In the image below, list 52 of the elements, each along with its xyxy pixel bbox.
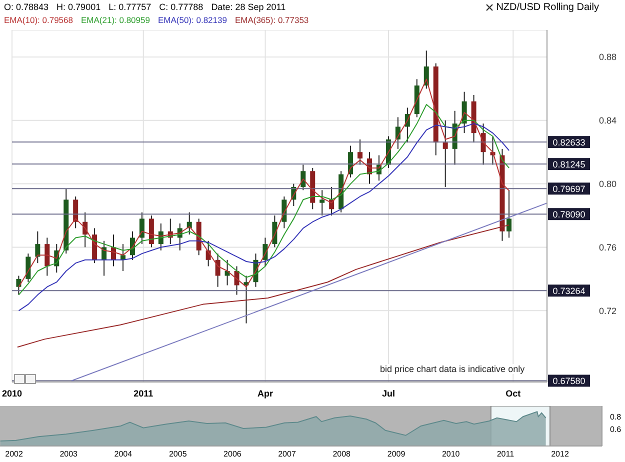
- y-tick-label: 0.8: [610, 412, 622, 422]
- text: Date: 28 Sep 2011: [211, 2, 286, 12]
- annotation: bid price chart data is indicative only: [380, 364, 525, 374]
- x-tick-label: 2002: [5, 450, 24, 459]
- x-tick-label: Jul: [382, 388, 396, 398]
- x-tick-label: 2011: [134, 388, 154, 398]
- x-tick-label: 2003: [60, 450, 78, 459]
- candlestick: [35, 230, 40, 264]
- text: EMA(21): 0.80959: [80, 15, 150, 25]
- x-tick-label: 2010: [442, 450, 460, 459]
- chart-title: NZD/USD Rolling Daily: [496, 2, 599, 13]
- y-tick-label: 0.76: [599, 242, 617, 252]
- candlestick: [139, 212, 144, 245]
- y-tick-label: 0.80: [599, 178, 617, 189]
- x-tick-label: Apr: [258, 388, 274, 398]
- x-tick-label: 2005: [168, 450, 188, 459]
- x-tick-label: Oct: [506, 388, 521, 398]
- x-tick-label: 2006: [224, 450, 242, 459]
- x-tick-label: 2004: [114, 450, 133, 459]
- candlestick: [320, 190, 325, 216]
- y-tick-label: 0.84: [599, 116, 617, 126]
- ref-line-label: 0.78090: [552, 210, 586, 220]
- candlestick: [44, 237, 50, 276]
- text: EMA(365): 0.77353: [234, 15, 309, 25]
- x-tick-label: 2012: [551, 450, 570, 459]
- candlestick: [506, 190, 512, 238]
- candlestick: [73, 196, 78, 229]
- y-tick-label: 0.72: [599, 306, 617, 316]
- ref-line-label: 0.73264: [552, 286, 586, 296]
- candlestick: [215, 253, 220, 288]
- candlestick: [358, 138, 363, 166]
- text: EMA(10): 0.79568: [4, 15, 73, 25]
- ref-line-label: 0.67580: [552, 376, 586, 386]
- y-tick-label: 0.88: [599, 52, 617, 62]
- text: EMA(50): 0.82139: [158, 15, 227, 25]
- text: L: 0.77757: [108, 2, 152, 12]
- candlestick: [300, 164, 306, 191]
- ref-line-label: 0.81245: [552, 160, 586, 170]
- candlestick: [26, 253, 31, 283]
- text: C: 0.77788: [159, 2, 204, 12]
- x-tick-label: 2008: [332, 450, 352, 459]
- ref-line-label: 0.82633: [552, 138, 586, 148]
- x-tick-label: 2009: [387, 450, 406, 459]
- candlestick: [442, 120, 448, 188]
- y-tick-label: 0.6: [610, 424, 622, 434]
- x-tick-label: 2007: [278, 450, 296, 459]
- ref-line-label: 0.79697: [552, 184, 586, 194]
- x-tick-label: 2011: [496, 450, 515, 459]
- x-tick-label: 2010: [2, 388, 22, 398]
- line-series: [18, 123, 510, 312]
- text: H: 0.79001: [56, 2, 101, 12]
- text: O: 0.78843: [4, 2, 49, 12]
